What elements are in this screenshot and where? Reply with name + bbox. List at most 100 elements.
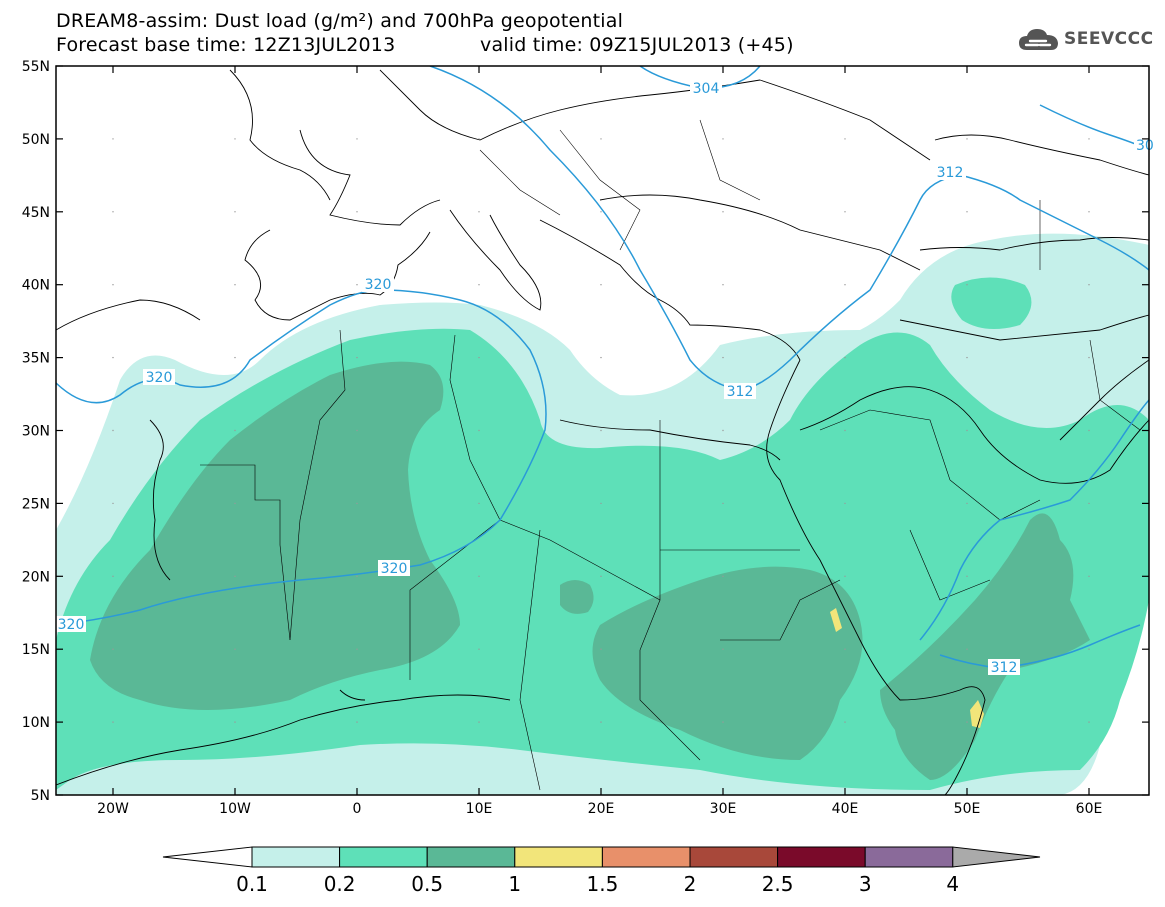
dust-fields (56, 233, 1149, 795)
coastlines-and-borders (56, 69, 1149, 795)
contour-label-312-levant: 312 (724, 383, 756, 400)
grid-dot (966, 138, 968, 140)
svg-text:312: 312 (991, 660, 1018, 676)
grid-dot (722, 721, 724, 723)
grid-dot (112, 502, 114, 505)
grid-dot (844, 721, 846, 723)
colorbar-segment (777, 846, 866, 868)
grid-dot (844, 356, 846, 359)
colorbar-tick-label: 0.2 (324, 872, 356, 896)
colorbar-segment (251, 846, 341, 868)
lat-lon-grid (112, 138, 1090, 723)
grid-dot (1088, 648, 1090, 650)
grid-dot (600, 138, 602, 140)
grid-dot (234, 356, 236, 359)
contour-label-320-atlantic: 320 (143, 369, 175, 386)
contour-label-320-sahara: 320 (378, 560, 410, 577)
dust-region-high-central (592, 566, 863, 760)
grid-dot (966, 284, 968, 286)
grid-dot (600, 284, 602, 286)
seevccc-logo: SEEVCCC (1018, 26, 1154, 52)
grid-dot (844, 284, 846, 286)
grid-dot (1088, 502, 1090, 505)
grid-dot (1088, 211, 1090, 213)
grid-dot (478, 356, 480, 359)
grid-dot (478, 211, 480, 213)
grid-dot (234, 721, 236, 723)
grid-dot (844, 575, 846, 577)
latitude-labels: 55N 50N 45N 40N 35N 30N 25N 20N 15N 10N 5N (22, 59, 50, 804)
lon-label: 20E (588, 801, 615, 817)
lat-label: 5N (31, 788, 50, 804)
dust-region-caspian (951, 277, 1032, 329)
colorbar-tick-label: 0.1 (236, 872, 268, 896)
colorbar-tick-label: 1.5 (586, 872, 618, 896)
grid-dot (478, 284, 480, 286)
lat-label: 40N (22, 278, 50, 294)
lat-label: 55N (22, 59, 50, 75)
colorbar-tick-label: 3 (859, 872, 872, 896)
grid-dot (600, 502, 602, 505)
map-title: DREAM8-assim: Dust load (g/m²) and 700hP… (56, 10, 624, 32)
svg-text:312: 312 (937, 165, 964, 181)
contour-label-320-med: 320 (362, 276, 394, 293)
grid-dot (722, 648, 724, 650)
grid-dot (844, 211, 846, 213)
lat-label: 50N (22, 132, 50, 148)
colorbar-tick-label: 1 (508, 872, 521, 896)
svg-text:320: 320 (381, 561, 408, 577)
dust-peak-eritrea (830, 608, 842, 632)
grid-dot (722, 211, 724, 213)
grid-dot (844, 429, 846, 432)
contour-label-320-west: 320 (56, 616, 86, 633)
cloud-icon (1019, 29, 1058, 50)
contour-312-horn (939, 624, 1141, 669)
colorbar: 0.1 0.2 0.5 1 1.5 2 2.5 3 4 (162, 846, 1041, 896)
contour-label-312-arabia: 312 (988, 659, 1020, 676)
valid-time: valid time: 09Z15JUL2013 (+45) (480, 34, 794, 56)
grid-dot (1088, 721, 1090, 723)
grid-dot (112, 211, 114, 213)
colorbar-segment (689, 846, 779, 868)
contour-30x (1039, 104, 1149, 151)
colorbar-arrow-left (162, 846, 253, 868)
grid-dot (600, 356, 602, 359)
lat-label: 35N (22, 351, 50, 367)
lat-label: 15N (22, 642, 50, 658)
grid-dot (356, 284, 358, 286)
grid-dot (234, 211, 236, 213)
grid-dot (112, 648, 114, 650)
grid-dot (356, 211, 358, 213)
lon-label: 40E (832, 801, 859, 817)
lat-label: 20N (22, 569, 50, 585)
grid-dot (112, 721, 114, 723)
colorbar-tick-label: 2.5 (762, 872, 794, 896)
grid-dot (966, 502, 968, 505)
grid-dot (478, 575, 480, 577)
axis-ticks (56, 65, 1149, 796)
lat-label: 10N (22, 715, 50, 731)
grid-dot (234, 138, 236, 140)
grid-dot (478, 502, 480, 505)
colorbar-tick-label: 4 (946, 872, 959, 896)
grid-dot (966, 575, 968, 577)
svg-text:312: 312 (727, 384, 754, 400)
contour-312-south (919, 399, 1149, 641)
grid-dot (966, 721, 968, 723)
base-time: Forecast base time: 12Z13JUL2013 (56, 34, 396, 56)
dust-region-high-horn (880, 513, 1090, 780)
lon-label: 60E (1076, 801, 1103, 817)
colorbar-segment (339, 846, 428, 868)
contour-312-north (429, 66, 1149, 391)
grid-dot (478, 138, 480, 140)
colorbar-tick-label: 2 (684, 872, 697, 896)
grid-dot (722, 502, 724, 505)
logo-text: SEEVCCC (1064, 29, 1154, 49)
lon-label: 10W (219, 801, 251, 817)
grid-dot (356, 575, 358, 577)
lon-label: 0 (353, 801, 362, 817)
lat-label: 25N (22, 496, 50, 512)
colorbar-arrow-right (952, 846, 1041, 868)
grid-dot (112, 356, 114, 359)
grid-dot (112, 284, 114, 286)
